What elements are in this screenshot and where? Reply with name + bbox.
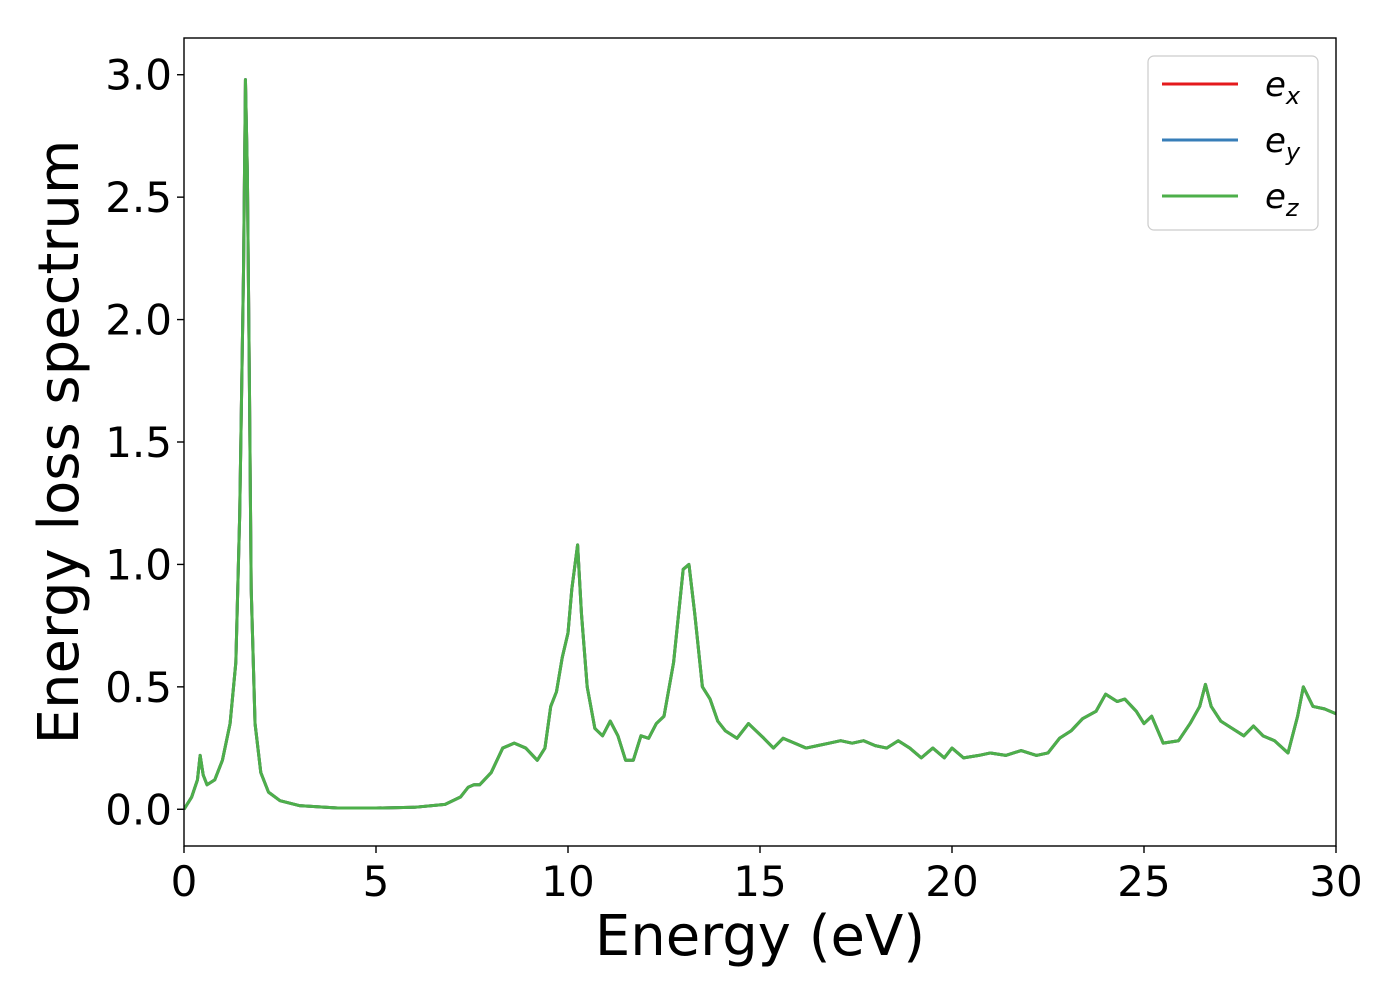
x-tick-label: 15 [733, 857, 786, 906]
y-axis-ticks: 0.0 0.5 1.0 1.5 2.0 2.5 3.0 [105, 51, 184, 834]
legend-box [1147, 55, 1319, 231]
legend: ex ey ez [1147, 55, 1319, 231]
x-tick-label: 30 [1309, 857, 1362, 906]
x-axis-ticks: 0 5 10 15 20 25 30 [171, 846, 1363, 906]
y-tick-label: 0.5 [105, 663, 172, 712]
legend-label-y: ey [1265, 121, 1301, 166]
y-tick-label: 3.0 [105, 51, 172, 100]
x-tick-label: 25 [1117, 857, 1170, 906]
x-tick-label: 10 [541, 857, 594, 906]
x-tick-label: 5 [363, 857, 390, 906]
y-tick-label: 1.5 [105, 418, 172, 467]
y-tick-label: 0.0 [105, 785, 172, 834]
y-tick-label: 2.0 [105, 296, 172, 345]
plot-lines [184, 78, 1336, 811]
x-axis-label: Energy (eV) [595, 904, 925, 969]
legend-label-x: ex [1265, 65, 1301, 110]
x-tick-label: 20 [925, 857, 978, 906]
y-tick-label: 2.5 [105, 173, 172, 222]
y-axis-label: Energy loss spectrum [27, 140, 92, 745]
legend-label-z: ez [1265, 177, 1300, 222]
x-tick-label: 0 [171, 857, 198, 906]
series-line-z [184, 78, 1336, 811]
y-tick-label: 1.0 [105, 540, 172, 589]
